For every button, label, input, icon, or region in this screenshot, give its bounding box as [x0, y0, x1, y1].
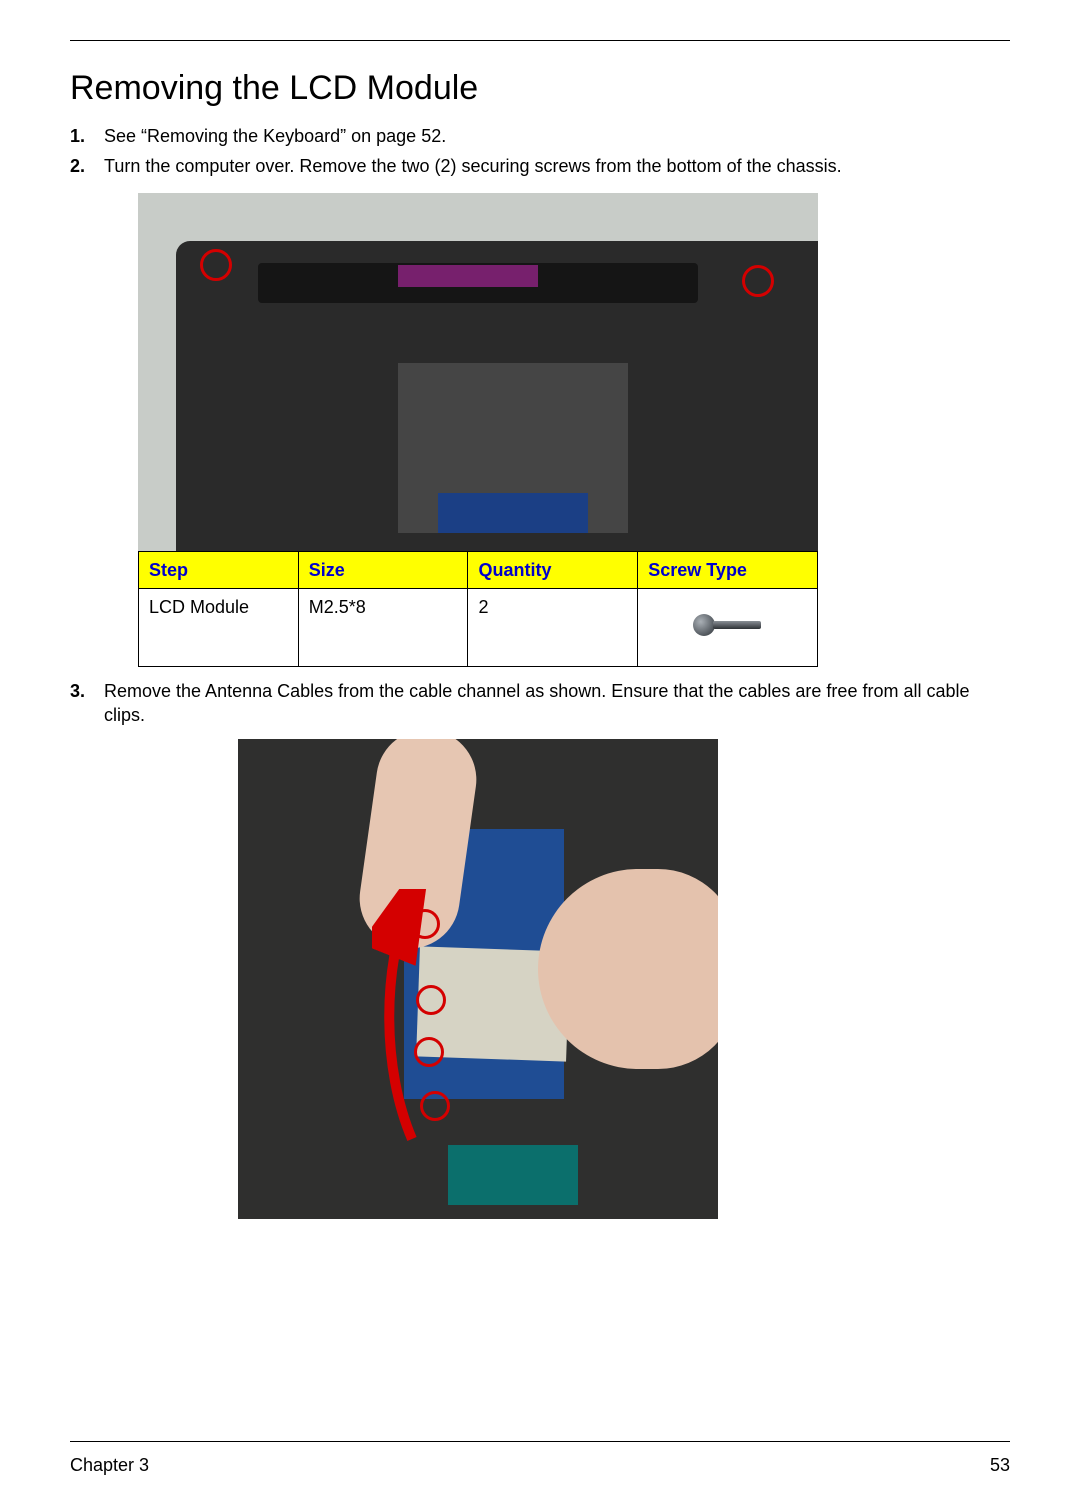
step-2-text: Turn the computer over. Remove the two (…: [104, 156, 842, 176]
screw-table-cell-size: M2.5*8: [298, 588, 468, 666]
figure-chassis-label-strip: [398, 265, 538, 287]
footer-page-number: 53: [990, 1455, 1010, 1476]
footer-chapter: Chapter 3: [70, 1455, 149, 1476]
screw-table-cell-quantity: 2: [468, 588, 638, 666]
figure-antenna-pcb2: [448, 1145, 578, 1205]
footer: Chapter 3 53: [70, 1455, 1010, 1476]
screw-table-header-row: Step Size Quantity Screw Type: [139, 551, 818, 588]
screw-highlight-right-icon: [742, 265, 774, 297]
screw-table-col-step: Step: [139, 551, 299, 588]
screw-table-cell-step: LCD Module: [139, 588, 299, 666]
page: Removing the LCD Module 1. See “Removing…: [0, 0, 1080, 1512]
direction-arrow-icon: [372, 889, 442, 1149]
figure-chassis-bottom: [138, 193, 818, 551]
step-2: 2. Turn the computer over. Remove the tw…: [104, 154, 1010, 667]
bottom-rule: [70, 1441, 1010, 1442]
step-3: 3. Remove the Antenna Cables from the ca…: [104, 679, 1010, 1220]
screw-table-cell-screwtype: [638, 588, 818, 666]
step-2-number: 2.: [70, 154, 85, 178]
step-1-text: See “Removing the Keyboard” on page 52.: [104, 126, 446, 146]
step-3-number: 3.: [70, 679, 85, 703]
screw-table-col-quantity: Quantity: [468, 551, 638, 588]
screw-table-row: LCD Module M2.5*8 2: [139, 588, 818, 666]
section-title: Removing the LCD Module: [70, 69, 1010, 108]
step-1: 1. See “Removing the Keyboard” on page 5…: [104, 124, 1010, 148]
screw-table: Step Size Quantity Screw Type LCD Module…: [138, 551, 818, 667]
steps-list: 1. See “Removing the Keyboard” on page 5…: [70, 124, 1010, 1219]
top-rule: [70, 40, 1010, 41]
figure-antenna-cables: [238, 739, 718, 1219]
screw-table-col-size: Size: [298, 551, 468, 588]
figure-chassis-ram-label: [438, 493, 588, 533]
screw-highlight-left-icon: [200, 249, 232, 281]
screw-table-col-screwtype: Screw Type: [638, 551, 818, 588]
step-1-number: 1.: [70, 124, 85, 148]
step-3-text: Remove the Antenna Cables from the cable…: [104, 681, 970, 725]
screw-icon: [693, 606, 763, 642]
